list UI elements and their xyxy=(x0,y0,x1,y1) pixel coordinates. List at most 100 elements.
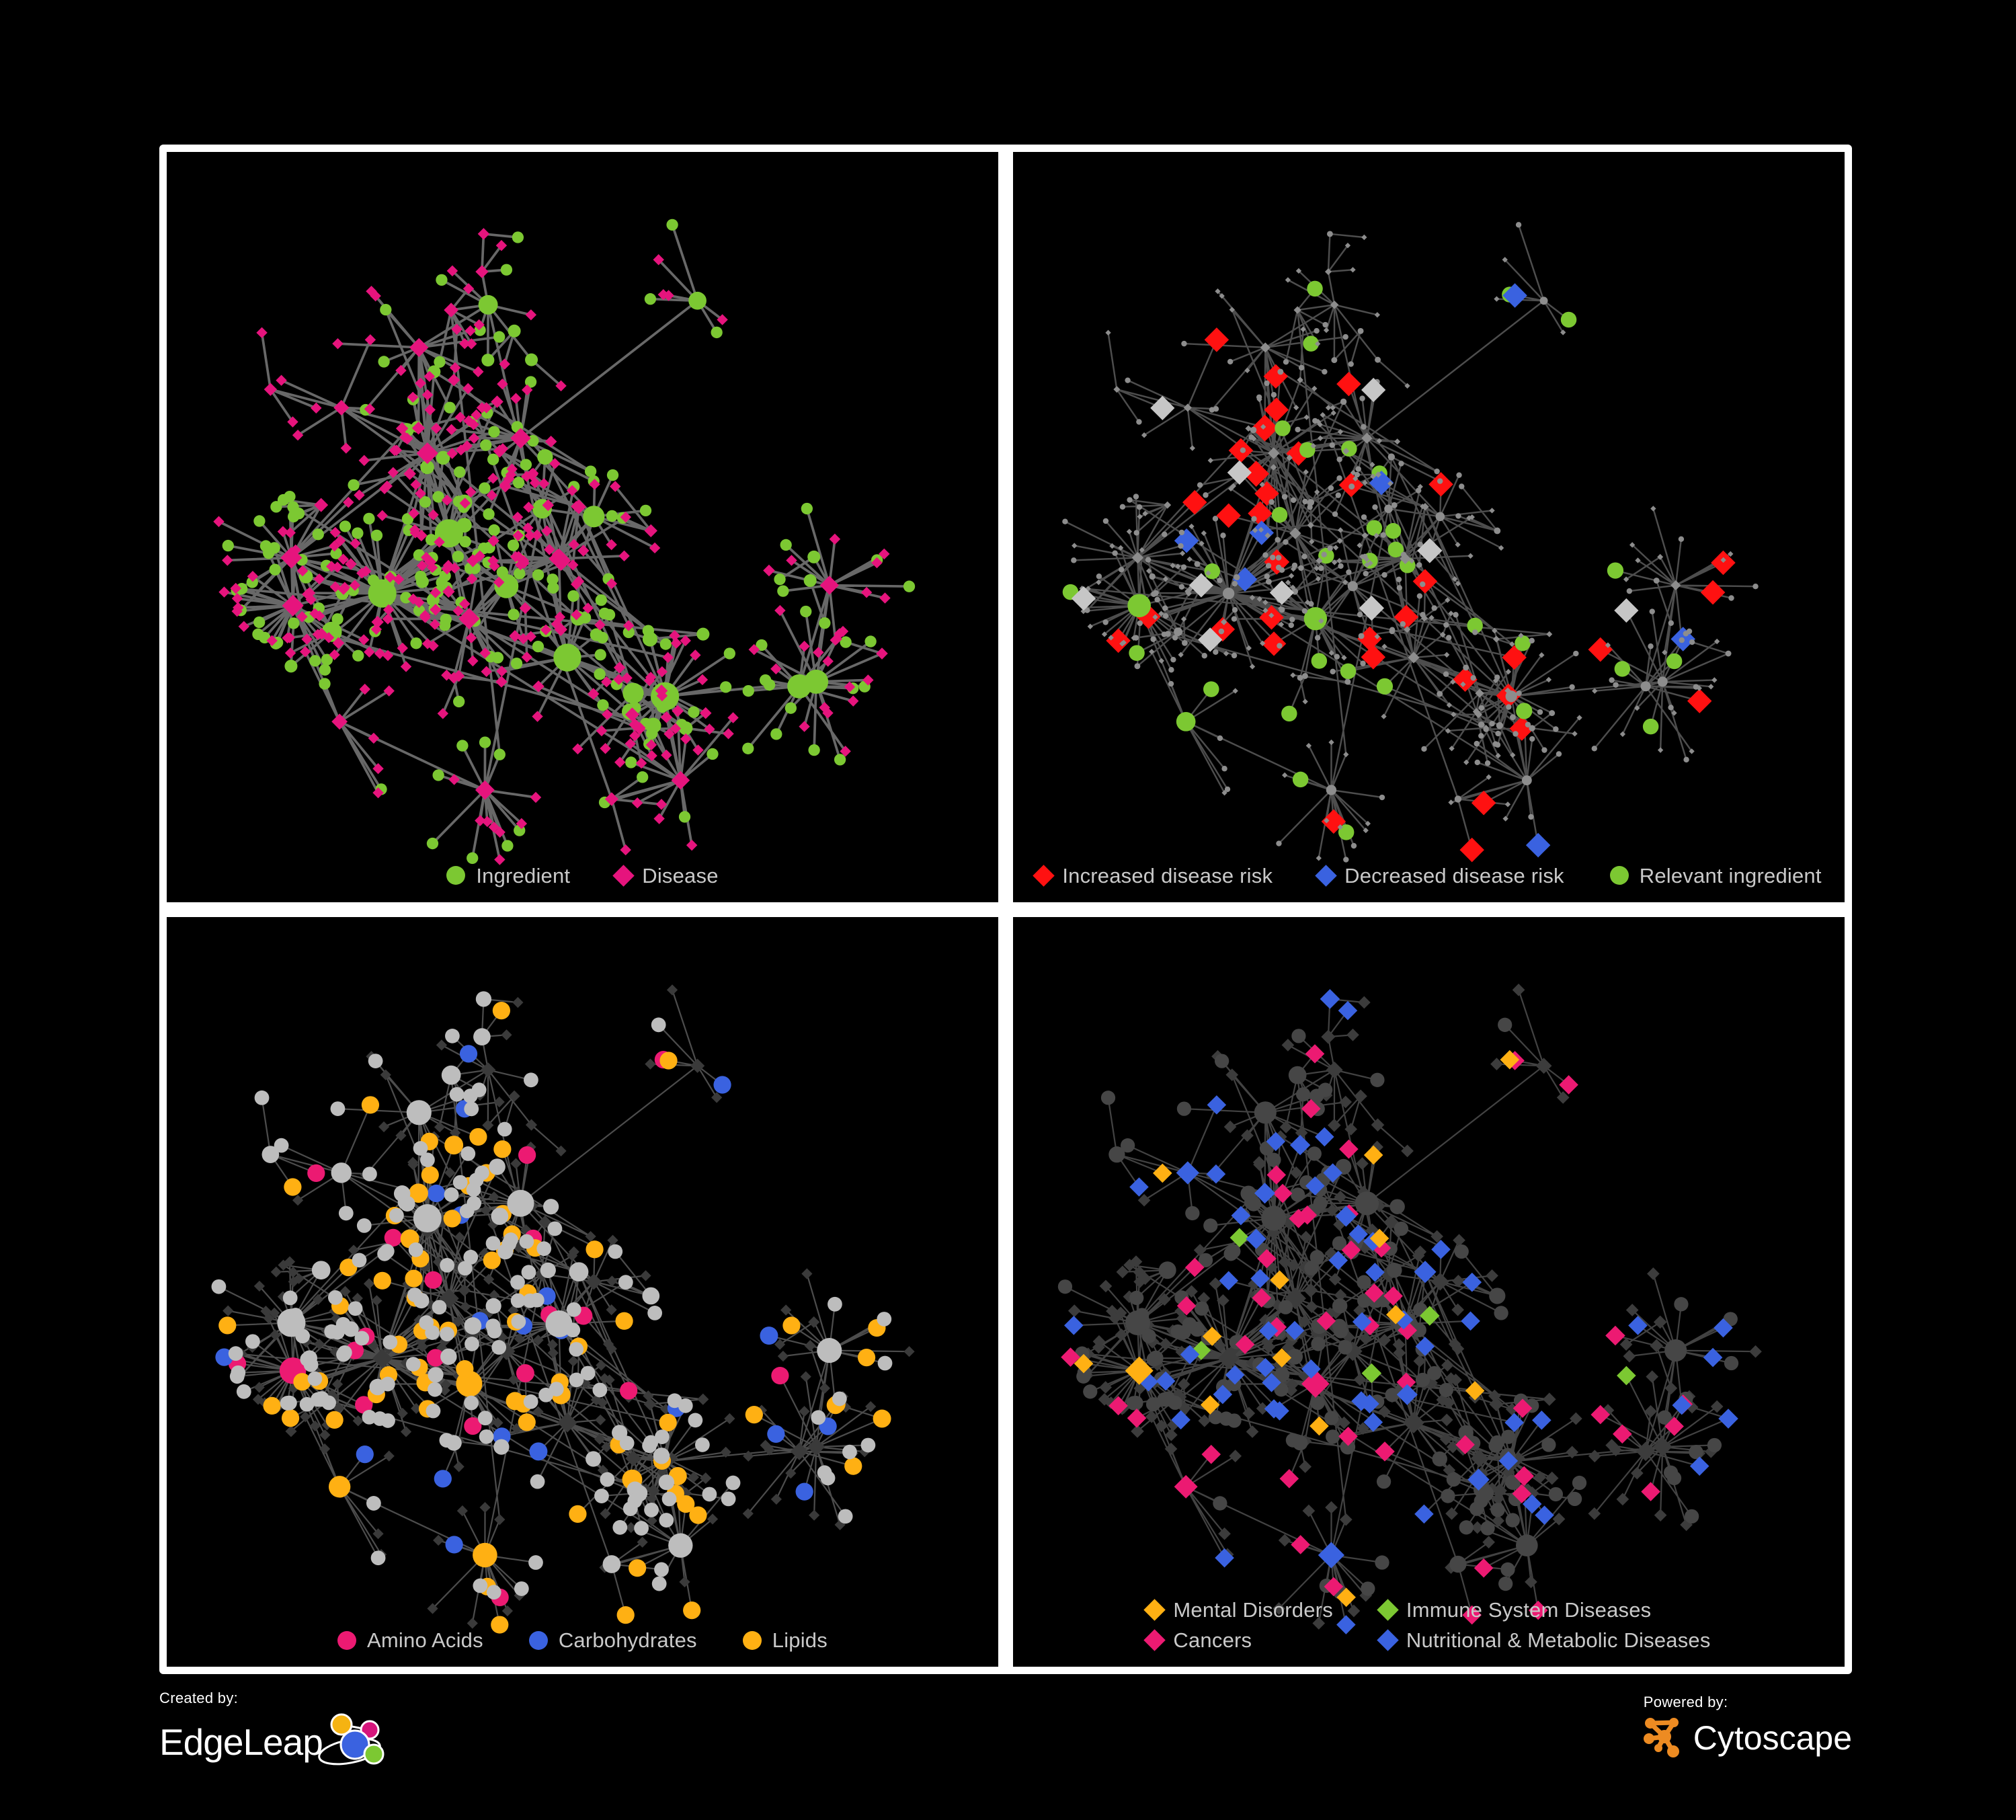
network-node-lipids xyxy=(844,1457,862,1475)
network-node-background-node xyxy=(1463,664,1469,671)
network-node-disease xyxy=(296,565,309,577)
network-node-ingredient-node-grey xyxy=(307,1371,323,1386)
network-node-background-node xyxy=(1619,731,1626,738)
network-node-ingredient xyxy=(590,628,603,641)
network-node-ingredient-node-dim xyxy=(1541,1437,1556,1452)
network-node-background-node xyxy=(1118,545,1124,551)
network-node-background-node xyxy=(1264,532,1271,539)
network-node-amino-acids xyxy=(307,1164,325,1182)
network-node-ingredient xyxy=(595,594,607,606)
network-node-increased-risk xyxy=(1687,688,1712,713)
network-node-ingredient-node-dim xyxy=(1439,1382,1453,1397)
network-node-amino-acids xyxy=(464,1417,482,1435)
network-node-disease-node-dim xyxy=(482,1119,494,1131)
panel-disease-classes[interactable]: Mental Disorders Immune System Diseases Ca… xyxy=(1013,916,1845,1667)
network-node-nutritional-metabolic-diseases xyxy=(1207,1095,1227,1115)
network-node-background-node xyxy=(1342,579,1348,586)
network-node-ingredient-node-grey xyxy=(725,1475,741,1490)
network-node-ingredient xyxy=(774,573,786,586)
network-node-disease-node-dim xyxy=(688,1471,700,1482)
network-node-disease-node-dim xyxy=(1533,1470,1547,1483)
network-node-lipids xyxy=(373,1271,391,1290)
network-node-background-node xyxy=(1463,759,1469,765)
network-node-ingredient-node-grey xyxy=(439,1432,454,1448)
network-node-lipids xyxy=(659,1413,677,1431)
network-node-disease-node-dim xyxy=(514,1333,525,1344)
panel-disease-risk[interactable]: Increased disease risk Decreased disease … xyxy=(1013,152,1845,902)
network-node-disease-node-dim xyxy=(1453,1233,1465,1247)
network-node-disease-node-dim xyxy=(785,1467,797,1478)
network-node-disease-node-dim xyxy=(1347,1604,1361,1617)
network-node-background-node xyxy=(1295,426,1301,433)
network-node-disease-node-dim xyxy=(1371,1117,1385,1132)
network-node-background-node xyxy=(1262,599,1268,606)
network-node-background-node xyxy=(1460,681,1466,688)
network-node-ingredient-node-dim xyxy=(1666,1470,1682,1485)
network-node-ingredient-node-grey xyxy=(519,1234,534,1249)
network-node-ingredient-node-grey xyxy=(547,1221,563,1236)
network-node-disease-node-dim xyxy=(508,1304,519,1316)
network-node-disease xyxy=(430,422,442,434)
network-node-background-node xyxy=(1541,747,1547,753)
network-node-amino-acids xyxy=(620,1381,638,1400)
network-node-disease xyxy=(487,535,499,547)
network-node-disease-node-dim xyxy=(1446,1440,1459,1454)
network-node-ingredient xyxy=(444,401,456,413)
network-node-ingredient-node-dim xyxy=(1469,1501,1484,1516)
network-node-carbohydrates xyxy=(434,1469,452,1487)
network-node-background-node xyxy=(1316,557,1323,564)
network-node-ingredient-node-grey xyxy=(842,1444,857,1460)
network-node-disease xyxy=(879,592,891,604)
panel-ingredient-disease[interactable]: Ingredient Disease xyxy=(167,152,998,902)
network-edges xyxy=(1064,224,1757,861)
network-node-disease xyxy=(421,389,434,401)
network-node-background-node xyxy=(1689,639,1695,645)
network-node-background-node xyxy=(1381,643,1387,649)
network-node-background-node xyxy=(1269,554,1276,561)
network-node-disease-node-dim xyxy=(1229,1449,1242,1462)
network-node-disease-node-dim xyxy=(1653,1315,1667,1329)
network-node-disease xyxy=(532,711,543,722)
network-node-disease xyxy=(649,542,661,554)
network-node-ingredient-node-grey xyxy=(356,1218,372,1233)
network-node-disease-node-dim xyxy=(800,1370,811,1382)
network-node-background-node xyxy=(1297,377,1303,383)
network-node-ingredient-node-grey xyxy=(295,1328,311,1343)
network-node-ingredient-node-grey xyxy=(467,1195,481,1211)
network-node-background-node xyxy=(1310,443,1316,449)
edgeleap-logo-icon xyxy=(317,1710,390,1775)
network-node-immune-system-diseases xyxy=(1617,1366,1636,1385)
network-node-cancers xyxy=(1371,1238,1392,1258)
network-node-disease-node-dim xyxy=(1346,1028,1359,1041)
network-node-disease xyxy=(596,725,608,737)
network-node-relevant-ingredient xyxy=(1666,653,1683,670)
network-node-background-node xyxy=(1350,842,1357,849)
network-node-disease xyxy=(669,630,680,641)
network-node-background-node xyxy=(1205,570,1211,576)
network-node-ingredient-node-grey xyxy=(811,1409,826,1425)
network-node-lipids xyxy=(493,1140,512,1158)
network-node-lipids xyxy=(325,1411,344,1429)
network-node-ingredient xyxy=(642,625,655,637)
network-node-ingredient-node-grey xyxy=(618,1274,633,1290)
network-node-disease xyxy=(481,666,492,678)
network-node-disease xyxy=(358,454,370,467)
network-node-background-node xyxy=(1489,721,1495,727)
network-node-background-node xyxy=(1678,536,1685,543)
panel-grid: Ingredient Disease Increased disease risk… xyxy=(167,152,1845,1667)
network-node-ingredient xyxy=(488,524,500,537)
network-node-disease-node-dim xyxy=(1256,1402,1269,1415)
network-node-nutritional-metabolic-diseases xyxy=(1323,1162,1342,1183)
network-node-ingredient-node-grey xyxy=(694,1437,710,1452)
network-node-background-node xyxy=(1626,588,1633,594)
network-node-ingredient-node-dim xyxy=(1083,1384,1098,1398)
network-node-background-node xyxy=(1708,684,1714,690)
network-node-background-node xyxy=(1337,429,1344,435)
network-node-disease xyxy=(542,499,555,512)
panel-nutrient-classes[interactable]: Amino Acids Carbohydrates Lipids xyxy=(167,916,998,1667)
network-node-disease xyxy=(444,303,458,317)
network-node-background-node xyxy=(1336,537,1343,544)
network-node-relevant-ingredient xyxy=(1275,420,1291,436)
network-node-background-node xyxy=(1389,628,1396,635)
network-node-ingredient-node-grey xyxy=(817,1337,842,1363)
